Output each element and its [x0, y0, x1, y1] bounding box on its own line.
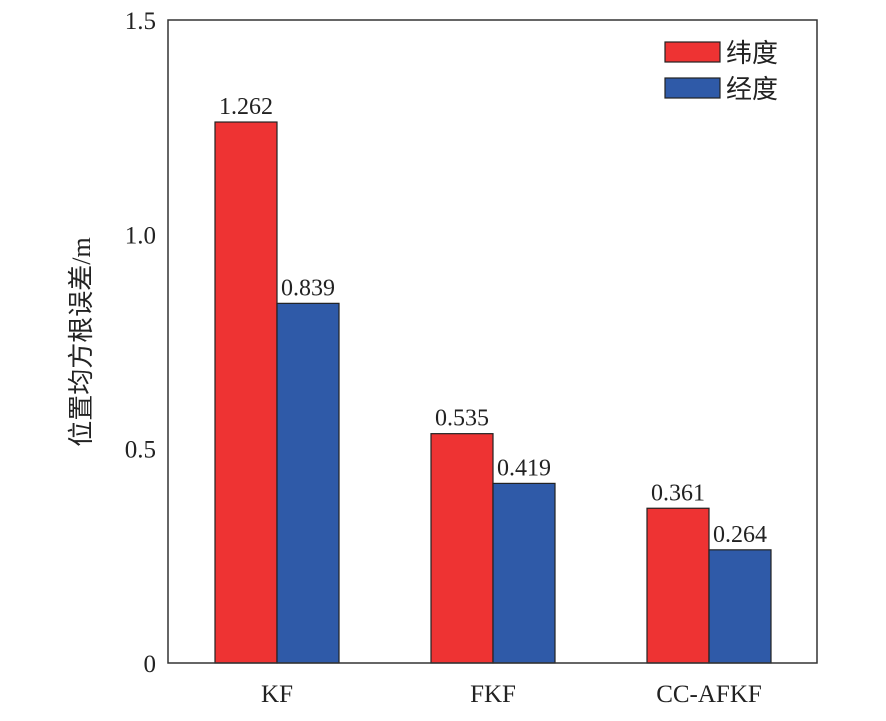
x-tick-label: CC-AFKF: [656, 681, 762, 708]
legend-swatch: [664, 77, 721, 99]
data-label: 0.839: [281, 275, 335, 301]
bar-kf-latitude: [214, 121, 278, 664]
data-label: 0.419: [497, 455, 551, 481]
y-axis-label: 位置均方根误差/m: [67, 237, 96, 446]
plot-frame: [167, 19, 818, 664]
bar-kf-longitude: [276, 302, 340, 664]
legend-label: 纬度: [726, 39, 778, 68]
y-tick-label: 1.0: [125, 222, 156, 249]
x-tick-label: KF: [261, 681, 293, 708]
x-tick-label: FKF: [470, 681, 516, 708]
data-label: 0.361: [651, 480, 705, 506]
bar-fkf-latitude: [430, 433, 494, 664]
y-tick-label: 0: [144, 651, 157, 678]
data-label: 0.264: [713, 522, 767, 548]
y-tick-label: 0.5: [125, 437, 156, 464]
bar-fkf-longitude: [492, 482, 556, 664]
bar-cc-afkf-longitude: [708, 549, 772, 664]
legend-swatch: [664, 41, 721, 63]
data-label: 1.262: [219, 94, 273, 120]
y-tick-label: 1.5: [125, 8, 156, 35]
bar-cc-afkf-latitude: [646, 507, 710, 664]
legend-label: 经度: [726, 75, 778, 104]
data-label: 0.535: [435, 406, 489, 432]
